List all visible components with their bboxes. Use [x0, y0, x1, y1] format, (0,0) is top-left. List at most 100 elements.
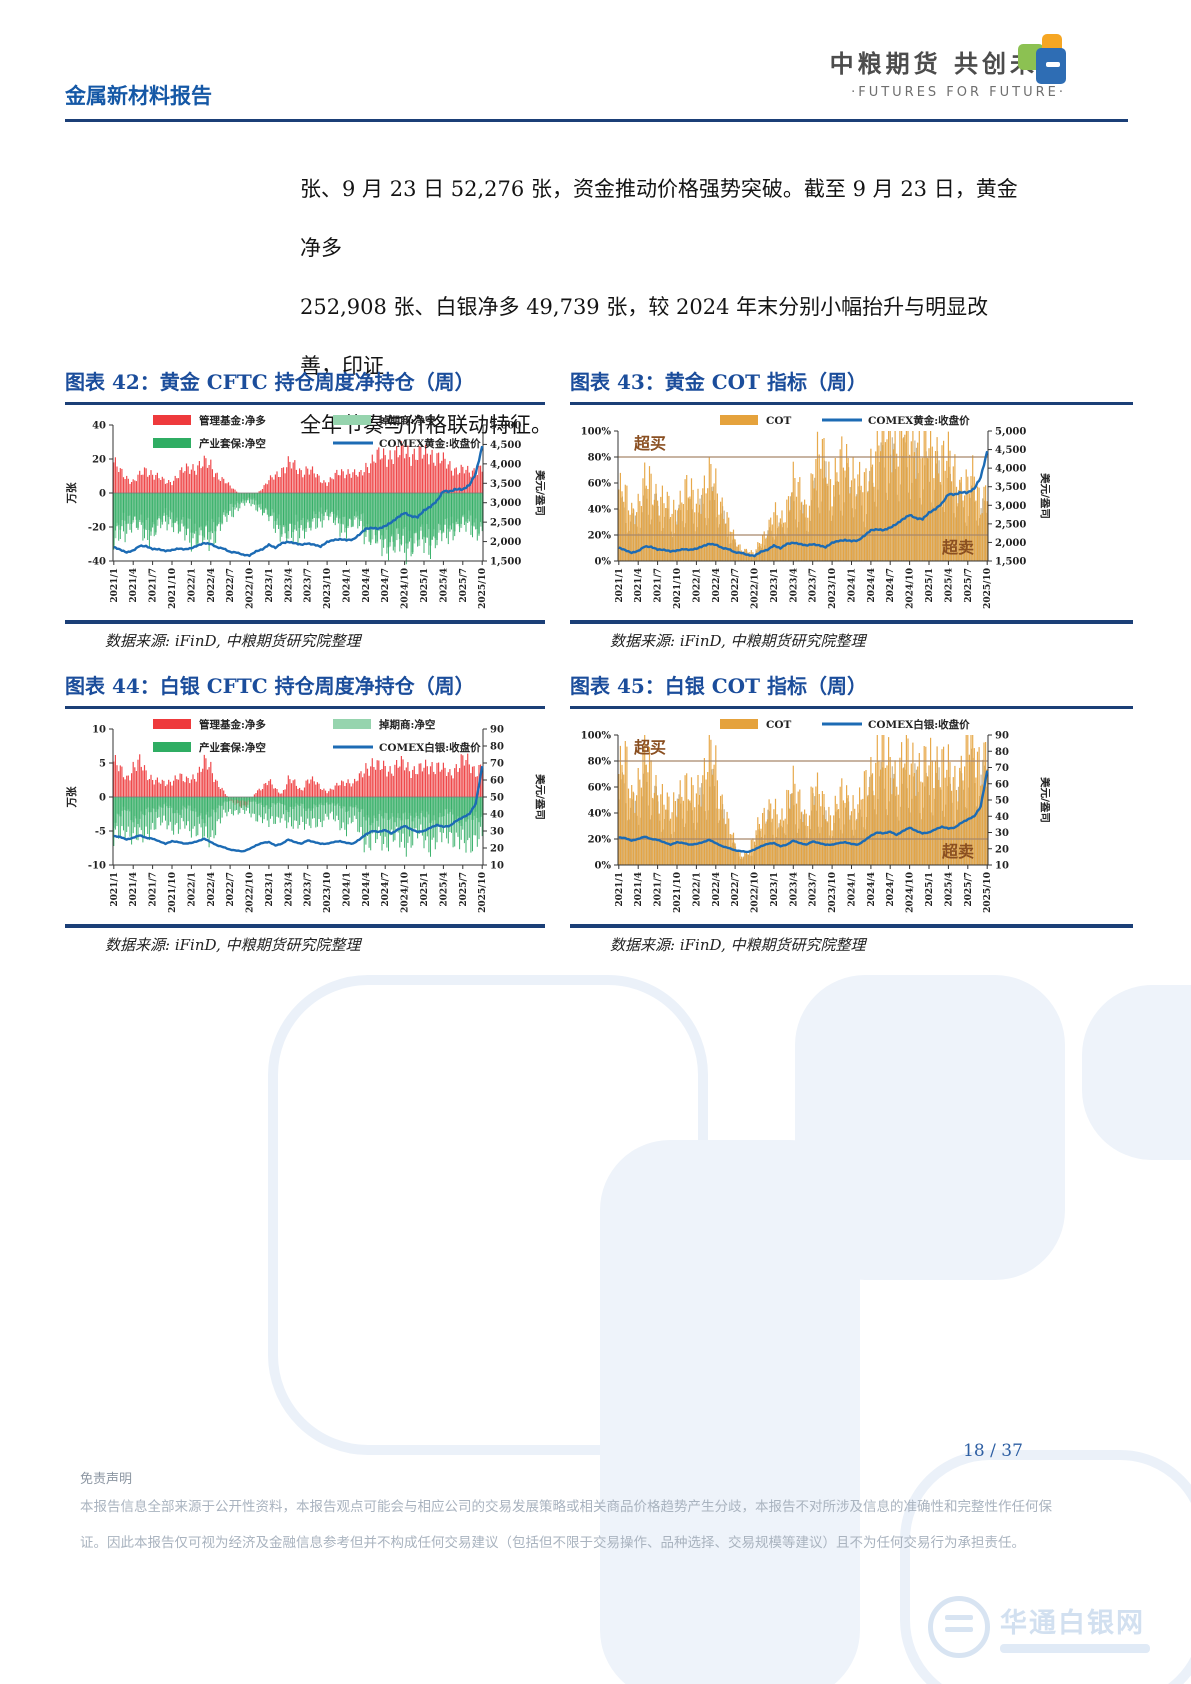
- disclaimer-title: 免责声明: [80, 1472, 133, 1487]
- company-logo-icon: [1018, 34, 1074, 100]
- chart-gold-cot-indicator: 0% 20% 40% 60% 80% 100% 1,500 2,000 2,500 3,000 3,…: [570, 411, 1052, 618]
- svg-text:管理基金:净多: 管理基金:净多: [199, 718, 266, 731]
- svg-text:2021/4: 2021/4: [129, 872, 139, 907]
- svg-text:2021/1: 2021/1: [110, 872, 120, 907]
- figure-title: 图表 42：黄金 CFTC 持仓周度净持仓（周）: [65, 370, 475, 394]
- svg-text:2025/10: 2025/10: [478, 568, 488, 609]
- svg-text:万张: 万张: [65, 482, 78, 504]
- svg-text:2023/10: 2023/10: [323, 872, 333, 913]
- svg-text:2023/1: 2023/1: [770, 568, 780, 603]
- svg-text:2024/1: 2024/1: [848, 872, 858, 907]
- svg-text:产业套保:净空: 产业套保:净空: [199, 741, 266, 754]
- svg-text:2022/7: 2022/7: [226, 568, 236, 603]
- svg-text:-40: -40: [88, 557, 106, 568]
- svg-text:2021/10: 2021/10: [168, 872, 178, 913]
- svg-text:60%: 60%: [588, 479, 612, 490]
- svg-text:2021/7: 2021/7: [149, 872, 159, 907]
- svg-text:0%: 0%: [595, 861, 612, 872]
- header-divider: [65, 119, 1128, 122]
- svg-text:2025/4: 2025/4: [439, 568, 449, 603]
- svg-text:2024/10: 2024/10: [401, 568, 411, 609]
- svg-text:2025/1: 2025/1: [925, 872, 935, 907]
- svg-text:2022/10: 2022/10: [246, 568, 256, 609]
- figure-bottom-bar: [65, 620, 545, 624]
- svg-text:2024/1: 2024/1: [848, 568, 858, 603]
- background-watermark-shape: [900, 1450, 1191, 1684]
- svg-text:2022/7: 2022/7: [731, 872, 741, 907]
- figure-bottom-bar: [570, 924, 1133, 928]
- svg-text:40: 40: [92, 421, 106, 432]
- svg-text:2023/1: 2023/1: [265, 872, 275, 907]
- svg-text:100%: 100%: [581, 731, 612, 742]
- figure-source: 数据来源: iFinD, 中粮期货研究院整理: [105, 936, 361, 954]
- svg-text:COMEX黄金:收盘价: COMEX黄金:收盘价: [379, 437, 481, 450]
- svg-text:90: 90: [995, 731, 1009, 742]
- svg-text:20: 20: [92, 455, 106, 466]
- svg-text:2024/4: 2024/4: [362, 872, 372, 907]
- figure-silver-cftc: 图表 44：白银 CFTC 持仓周度净持仓（周） -10 -5 0 5 10 10 20 30…: [65, 670, 547, 955]
- svg-text:2025/7: 2025/7: [459, 872, 469, 907]
- svg-text:-5: -5: [95, 827, 106, 838]
- svg-text:4,000: 4,000: [995, 464, 1026, 475]
- background-watermark-shape: [1082, 985, 1191, 1160]
- svg-text:20: 20: [490, 844, 504, 855]
- svg-text:2023/4: 2023/4: [789, 872, 799, 907]
- svg-text:20%: 20%: [588, 835, 612, 846]
- svg-text:3,000: 3,000: [995, 501, 1026, 512]
- svg-text:10: 10: [92, 725, 106, 736]
- svg-text:2021/4: 2021/4: [634, 568, 644, 603]
- svg-text:20: 20: [995, 844, 1009, 855]
- svg-text:掉期商:净空: 掉期商:净空: [379, 414, 435, 427]
- svg-text:2022/4: 2022/4: [712, 872, 722, 907]
- svg-text:20%: 20%: [588, 531, 612, 542]
- svg-text:2023/10: 2023/10: [828, 872, 838, 913]
- svg-text:美元/盎司: 美元/盎司: [1039, 473, 1050, 519]
- svg-text:60: 60: [490, 776, 504, 787]
- svg-text:2025/4: 2025/4: [944, 568, 954, 603]
- chart-silver-cftc-net-positions: -10 -5 0 5 10 10 20 30 40 50 60 70 80 90 2021/1 2021/4 2…: [65, 715, 547, 922]
- svg-text:2,000: 2,000: [995, 538, 1026, 549]
- svg-text:2024/4: 2024/4: [362, 568, 372, 603]
- svg-text:2,500: 2,500: [995, 519, 1026, 530]
- svg-text:2025/7: 2025/7: [459, 568, 469, 603]
- svg-text:3,500: 3,500: [995, 482, 1026, 493]
- svg-text:产业套保:净空: 产业套保:净空: [199, 437, 266, 450]
- svg-text:2024/7: 2024/7: [381, 568, 391, 603]
- svg-text:2025/4: 2025/4: [439, 872, 449, 907]
- svg-text:2023/1: 2023/1: [770, 872, 780, 907]
- svg-text:COT: COT: [766, 415, 792, 427]
- svg-text:COMEX黄金:收盘价: COMEX黄金:收盘价: [868, 414, 970, 427]
- svg-text:70: 70: [995, 763, 1009, 774]
- svg-text:40%: 40%: [588, 809, 612, 820]
- chart-gold-cftc-net-positions: -40 -20 0 20 40 1,500 2,000 2,500 3,000 3,500 4,00…: [65, 411, 547, 618]
- svg-text:2023/10: 2023/10: [323, 568, 333, 609]
- svg-text:2023/4: 2023/4: [284, 872, 294, 907]
- svg-text:60: 60: [995, 779, 1009, 790]
- svg-text:90: 90: [490, 725, 504, 736]
- background-watermark-shape: [795, 975, 1065, 1280]
- svg-text:2022/1: 2022/1: [187, 568, 197, 603]
- svg-text:2021/7: 2021/7: [654, 568, 664, 603]
- svg-text:1,500: 1,500: [995, 557, 1026, 568]
- svg-text:2022/1: 2022/1: [692, 568, 702, 603]
- svg-text:80: 80: [490, 742, 504, 753]
- figure-silver-cot: 图表 45：白银 COT 指标（周） 0% 20% 40% 60% 80% 100% 10 2…: [570, 670, 1133, 955]
- svg-text:2024/10: 2024/10: [906, 568, 916, 609]
- svg-text:2023/4: 2023/4: [284, 568, 294, 603]
- site-watermark-url-blur: [1000, 1644, 1150, 1653]
- svg-text:超卖: 超卖: [941, 842, 974, 861]
- report-type-label: 金属新材料报告: [65, 83, 212, 108]
- svg-text:2024/7: 2024/7: [886, 872, 896, 907]
- figure-bottom-bar: [65, 924, 545, 928]
- figure-title: 图表 45：白银 COT 指标（周）: [570, 674, 867, 698]
- svg-text:美元/盎司: 美元/盎司: [534, 774, 545, 820]
- svg-text:2021/1: 2021/1: [615, 872, 625, 907]
- paragraph-line: 张、9 月 23 日 52,276 张，资金推动价格强势突破。截至 9 月 23…: [300, 177, 1018, 260]
- svg-text:2024/1: 2024/1: [343, 872, 353, 907]
- svg-text:2022/4: 2022/4: [207, 568, 217, 603]
- figure-gold-cftc: 图表 42：黄金 CFTC 持仓周度净持仓（周） -40 -20 0 20 40 1,50…: [65, 366, 547, 651]
- svg-text:1,500: 1,500: [490, 557, 521, 568]
- svg-text:2023/7: 2023/7: [809, 872, 819, 907]
- svg-text:2023/1: 2023/1: [265, 568, 275, 603]
- svg-text:10: 10: [490, 861, 504, 872]
